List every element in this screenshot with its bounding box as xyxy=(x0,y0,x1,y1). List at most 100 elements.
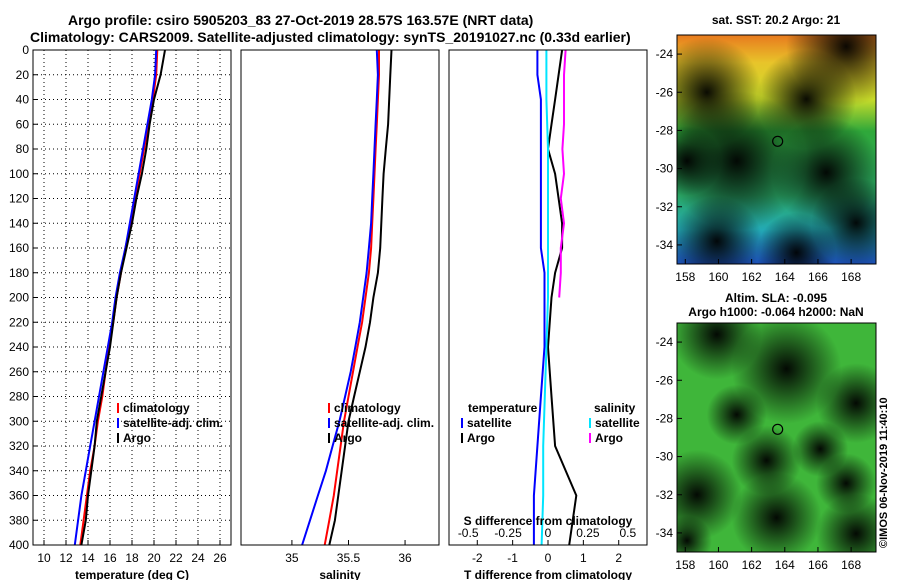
x-tick-label: 1 xyxy=(580,551,587,565)
series-climatology xyxy=(323,50,380,546)
series-argo xyxy=(328,49,393,546)
map-frame xyxy=(676,322,877,553)
y-tick-label: 220 xyxy=(9,315,29,329)
y-tick-label: -32 xyxy=(656,488,674,502)
sst-patch xyxy=(756,212,837,264)
x-axis-label: temperature (deg C) xyxy=(75,568,189,580)
y-tick-label: 0 xyxy=(22,43,29,57)
x-tick-label: 12 xyxy=(59,551,73,565)
x-tick-label: 158 xyxy=(675,558,695,572)
x-tick-label: 2 xyxy=(615,551,622,565)
x-tick-label: 162 xyxy=(742,270,762,284)
sla-patch xyxy=(731,425,802,496)
sst-patch xyxy=(677,90,807,231)
y-tick-label: 300 xyxy=(9,414,29,428)
x-tick-label: 166 xyxy=(808,558,828,572)
series-s-satellite xyxy=(540,50,549,546)
series-satellite-adj-clim- xyxy=(301,49,379,546)
x-tick-label: 158 xyxy=(675,270,695,284)
x-tick-label: 24 xyxy=(191,551,205,565)
sst-map-title: sat. SST: 20.2 Argo: 21 xyxy=(712,13,841,27)
y-tick-label: 400 xyxy=(9,538,29,552)
y-tick-label: 160 xyxy=(9,241,29,255)
x-tick-label: 10 xyxy=(37,551,51,565)
y-tick-label: 200 xyxy=(9,291,29,305)
y-tick-label: 360 xyxy=(9,489,29,503)
s-tick-label: 0.5 xyxy=(619,526,636,540)
argo-position-marker xyxy=(772,423,784,435)
sst-patch xyxy=(677,125,722,196)
legend-label: Argo xyxy=(467,431,495,445)
y-tick-label: -24 xyxy=(656,47,674,61)
x-tick-label: 168 xyxy=(841,558,861,572)
legend-t-title: temperature xyxy=(468,401,538,415)
legend-label: climatology xyxy=(123,401,190,415)
y-tick-label: 240 xyxy=(9,340,29,354)
series-satellite-adj-clim- xyxy=(73,49,158,546)
legend-label: satellite xyxy=(595,416,640,430)
y-tick-label: -26 xyxy=(656,85,674,99)
legend-label: Argo xyxy=(595,431,623,445)
altimetry-title-line1: Altim. SLA: -0.095 xyxy=(725,291,827,305)
y-tick-label: 320 xyxy=(9,439,29,453)
sla-field xyxy=(677,323,876,552)
legend-label: satellite-adj. clim. xyxy=(334,416,434,430)
x-tick-label: 35.5 xyxy=(337,551,361,565)
difference-profile: -2 -1 0 1 2 -0.5 -0.25 0 0.25 0.5S difference fro… xyxy=(448,49,648,580)
series-s-argo xyxy=(558,49,567,298)
y-tick-label: -30 xyxy=(656,162,674,176)
y-tick-label: 140 xyxy=(9,216,29,230)
x-tick-label: 35 xyxy=(285,551,299,565)
altimetry-title-line2: Argo h1000: -0.064 h2000: NaN xyxy=(688,305,863,319)
sla-patch xyxy=(816,453,876,514)
y-tick-label: -28 xyxy=(656,123,674,137)
s-tick-label: -0.5 xyxy=(458,526,479,540)
y-tick-label: 120 xyxy=(9,192,29,206)
temperature-profile: 10 12 14 16 18 20 22 24 260204060801001201401601… xyxy=(9,43,232,580)
sla-patch xyxy=(677,515,712,552)
y-tick-label: -34 xyxy=(656,526,674,540)
y-tick-label: 100 xyxy=(9,167,29,181)
x-tick-label: 168 xyxy=(841,270,861,284)
x-tick-label: 162 xyxy=(742,558,762,572)
y-tick-label: 80 xyxy=(16,142,30,156)
y-tick-label: 380 xyxy=(9,513,29,527)
x-tick-label: 16 xyxy=(103,551,117,565)
x-tick-label: 22 xyxy=(169,551,183,565)
x-tick-label: 18 xyxy=(125,551,139,565)
x-tick-label: 26 xyxy=(213,551,227,565)
s-axis-label: S difference from climatology xyxy=(464,514,633,528)
x-tick-label: 166 xyxy=(808,270,828,284)
y-tick-label: -34 xyxy=(656,238,674,252)
s-tick-label: -0.25 xyxy=(494,526,522,540)
sst-patch xyxy=(677,196,762,264)
map-frame xyxy=(676,34,877,265)
sla-patch xyxy=(677,323,762,380)
series-t-argo xyxy=(546,49,578,546)
altimetry-map: 158 160 162 164 166 168 -24 -26 -28 -30 -32 -34 Alti… xyxy=(656,291,877,572)
legend-label: Argo xyxy=(334,431,362,445)
y-tick-label: -26 xyxy=(656,373,674,387)
x-tick-label: 14 xyxy=(81,551,95,565)
x-axis-label: T difference from climatology xyxy=(464,568,632,580)
sst-field xyxy=(677,35,876,264)
x-tick-label: 164 xyxy=(775,270,795,284)
s-tick-label: 0.25 xyxy=(576,526,600,540)
x-tick-label: 160 xyxy=(708,558,728,572)
x-axis-label: salinity xyxy=(319,568,361,580)
y-tick-label: 20 xyxy=(16,68,30,82)
x-tick-label: 160 xyxy=(708,270,728,284)
y-tick-label: 180 xyxy=(9,266,29,280)
y-tick-label: -28 xyxy=(656,411,674,425)
figure-title-line2: Climatology: CARS2009. Satellite-adjuste… xyxy=(30,29,631,45)
y-tick-label: -24 xyxy=(656,335,674,349)
legend-label: climatology xyxy=(334,401,401,415)
argo-position-marker xyxy=(772,135,784,147)
y-tick-label: -32 xyxy=(656,200,674,214)
figure-title-line1: Argo profile: csiro 5905203_83 27-Oct-20… xyxy=(68,12,534,28)
y-tick-label: 340 xyxy=(9,464,29,478)
x-tick-label: -2 xyxy=(472,551,483,565)
x-tick-label: -1 xyxy=(507,551,518,565)
x-tick-label: 20 xyxy=(147,551,161,565)
